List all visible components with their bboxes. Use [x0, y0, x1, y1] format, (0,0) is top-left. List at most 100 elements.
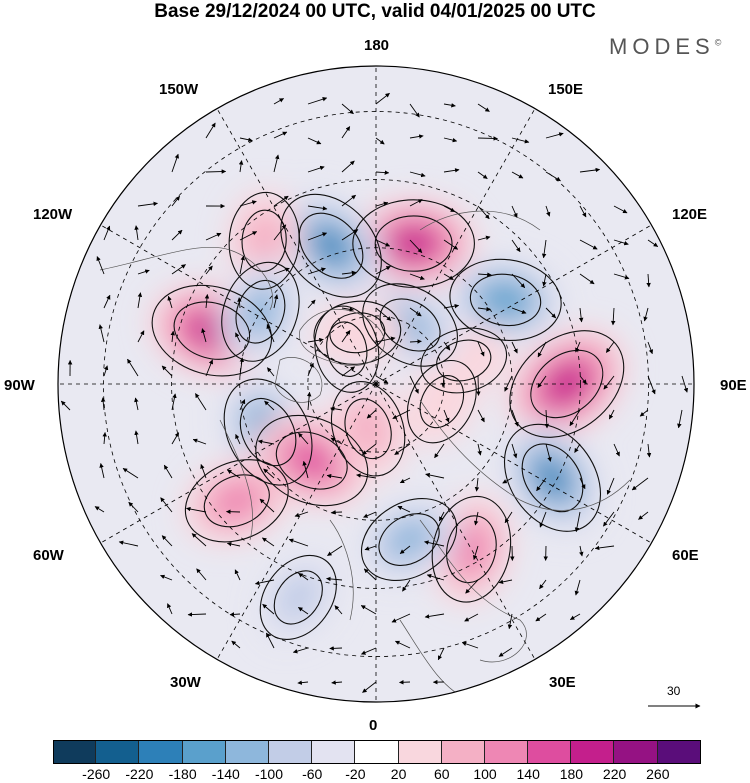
wind-arrow: [409, 375, 419, 394]
colorbar-tick-label: -180: [168, 766, 197, 782]
wind-arrow: [238, 160, 244, 173]
wind-arrow: [239, 399, 246, 411]
wind-arrow: [273, 131, 288, 139]
wind-arrow: [409, 134, 424, 139]
wind-arrow: [375, 239, 391, 247]
coastline: [419, 399, 631, 511]
streamline: [273, 570, 323, 625]
streamline: [151, 284, 273, 377]
wind-arrow: [443, 168, 460, 173]
wind-arrow: [507, 613, 513, 630]
wind-arrow: [102, 432, 107, 445]
streamline: [521, 443, 584, 513]
wind-arrow: [307, 137, 322, 145]
meridian: [375, 383, 536, 660]
streamline: [503, 423, 602, 532]
streamline: [255, 414, 369, 507]
wind-arrow: [99, 463, 105, 479]
wind-arrow: [511, 273, 526, 288]
coastline: [219, 419, 253, 541]
colorbar-tick-label: -140: [211, 766, 240, 782]
wind-arrow: [103, 365, 109, 377]
wind-arrow: [297, 680, 309, 685]
streamline: [280, 193, 382, 298]
streamline: [436, 339, 492, 382]
wind-arrow: [402, 579, 411, 592]
wind-arrow: [264, 400, 275, 411]
wind-arrow: [394, 640, 411, 649]
wind-arrow: [639, 409, 649, 417]
wind-arrow: [171, 264, 186, 275]
wind-arrow: [399, 545, 411, 554]
wind-arrow: [425, 472, 445, 479]
streamline: [259, 554, 337, 640]
wind-arrow: [306, 391, 312, 411]
streamline: [530, 349, 604, 419]
wind-arrow: [167, 603, 173, 615]
wind-arrow: [426, 573, 445, 581]
wind-arrow: [594, 545, 615, 551]
wind-arrow: [237, 297, 242, 309]
wind-arrow: [273, 195, 289, 207]
wind-arrow: [579, 545, 584, 557]
wind-arrow: [127, 358, 139, 377]
map-boundary: [57, 65, 695, 703]
wind-arrow: [409, 239, 423, 254]
wind-arrow: [366, 409, 377, 419]
wind-arrow: [605, 341, 615, 353]
anomaly-core: [342, 322, 372, 344]
wind-arrow: [545, 307, 557, 319]
streamline: [239, 398, 297, 467]
wind-arrow: [511, 137, 530, 144]
wind-arrow: [288, 538, 309, 547]
colorbar-border: [53, 740, 701, 764]
wind-arrow: [569, 613, 581, 621]
brand-name: MODES: [609, 34, 715, 59]
colorbar-tick-label: 260: [646, 766, 670, 782]
wind-arrow: [205, 169, 227, 174]
colorbar-tick-label: -260: [82, 766, 111, 782]
label-lon-30e: 30E: [549, 674, 576, 691]
wind-arrow: [574, 511, 581, 533]
wind-arrow: [171, 153, 179, 173]
wind-arrow: [681, 375, 689, 393]
wind-arrow: [579, 375, 587, 385]
wind-arrow: [647, 341, 654, 355]
wind-arrow: [579, 477, 586, 490]
wind-arrow: [231, 640, 241, 649]
wind-arrow: [235, 434, 241, 445]
wind-arrow: [472, 545, 479, 560]
wind-arrow: [122, 468, 139, 479]
anomaly-core: [292, 445, 331, 476]
wind-arrow: [298, 432, 309, 445]
wind-arrow: [375, 92, 390, 105]
wind-arrow: [362, 681, 377, 693]
streamline: [374, 215, 453, 272]
wind-arrow: [443, 341, 451, 351]
wind-arrow: [185, 506, 207, 513]
wind-arrow: [375, 336, 396, 343]
wind-arrow: [647, 375, 656, 395]
chart-title: Base 29/12/2024 00 UTC, valid 04/01/2025…: [154, 1, 596, 22]
label-lon-30w: 30W: [170, 674, 201, 691]
wind-arrow: [409, 273, 425, 280]
streamline: [344, 398, 392, 460]
wind-arrow: [226, 541, 241, 547]
wind-arrow: [536, 477, 547, 492]
wind-arrow: [511, 443, 518, 459]
wind-arrow: [273, 224, 287, 241]
wind-arrow: [137, 269, 150, 275]
wind-arrow: [498, 579, 513, 585]
wind-arrow: [375, 201, 389, 207]
wind-arrow: [578, 307, 584, 323]
wind-arrow: [465, 579, 479, 594]
wind-arrow: [441, 375, 446, 388]
wind-arrow: [362, 443, 377, 455]
wind-arrow: [137, 330, 145, 343]
wind-arrow: [613, 443, 620, 457]
colorbar-swatch: [182, 740, 226, 764]
colorbar-tick-label: 220: [602, 766, 627, 782]
colorbar: [53, 740, 701, 764]
label-lon-180: 180: [364, 37, 390, 54]
wind-arrow: [545, 132, 564, 139]
